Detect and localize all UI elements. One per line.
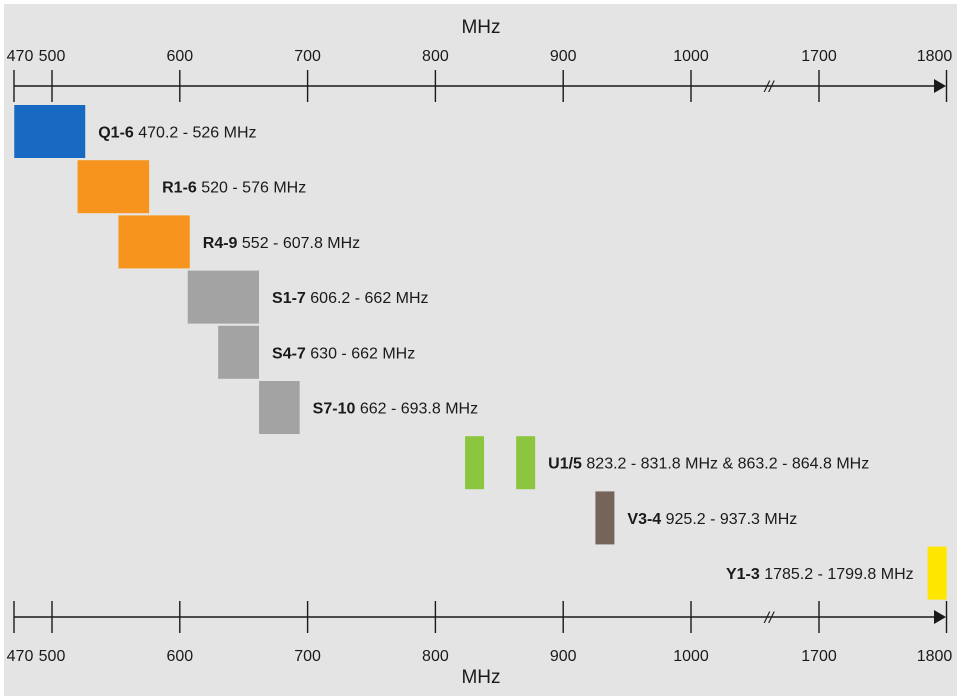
band-bar-u1-5-2 <box>516 436 536 490</box>
top-tick-label-700: 700 <box>294 48 321 65</box>
band-label-s1-7: S1-7 606.2 - 662 MHz <box>272 290 429 307</box>
band-label-u1-5: U1/5 823.2 - 831.8 MHz & 863.2 - 864.8 M… <box>548 456 869 473</box>
band-r1-6: R1-6 520 - 576 MHz <box>77 160 306 214</box>
band-bar-q1-6-1 <box>14 105 86 158</box>
band-bar-s4-7-1 <box>218 325 260 379</box>
bottom-tick-label-600: 600 <box>166 648 193 665</box>
bottom-axis-break: // <box>764 610 775 627</box>
top-tick-label-1000: 1000 <box>673 48 709 65</box>
top-tick-label-800: 800 <box>422 48 449 65</box>
band-name-y1-3: Y1-3 <box>726 566 760 583</box>
band-label-q1-6: Q1-6 470.2 - 526 MHz <box>98 125 256 142</box>
bottom-tick-label-1700: 1700 <box>801 648 837 665</box>
band-s1-7: S1-7 606.2 - 662 MHz <box>187 270 429 324</box>
bottom-tick-label-1800: 1800 <box>917 648 953 665</box>
band-label-y1-3: Y1-3 1785.2 - 1799.8 MHz <box>726 566 914 583</box>
bands: Q1-6 470.2 - 526 MHz R1-6 520 - 576 MHz R4… <box>14 105 947 600</box>
band-u1-5: U1/5 823.2 - 831.8 MHz & 863.2 - 864.8 M… <box>465 436 869 490</box>
band-label-r1-6: R1-6 520 - 576 MHz <box>162 180 306 197</box>
band-v3-4: V3-4 925.2 - 937.3 MHz <box>595 491 797 545</box>
band-name-s4-7: S4-7 <box>272 345 306 362</box>
bottom-axis-unit: MHz <box>461 667 500 688</box>
band-range-s1-7: 606.2 - 662 MHz <box>306 290 429 307</box>
bottom-tick-label-800: 800 <box>422 648 449 665</box>
band-q1-6: Q1-6 470.2 - 526 MHz <box>14 105 257 158</box>
band-name-s1-7: S1-7 <box>272 290 306 307</box>
band-name-s7-10: S7-10 <box>313 401 356 418</box>
band-range-s7-10: 662 - 693.8 MHz <box>355 401 478 418</box>
top-axis-break: // <box>764 79 775 96</box>
band-s7-10: S7-10 662 - 693.8 MHz <box>259 381 478 434</box>
bottom-tick-label-1000: 1000 <box>673 648 709 665</box>
top-axis: 470 500 600 700 800 900 1000 1700 1800 // MHz <box>7 17 953 102</box>
band-bar-s7-10-1 <box>259 381 300 434</box>
band-range-r4-9: 552 - 607.8 MHz <box>237 235 360 252</box>
top-tick-label-1700: 1700 <box>801 48 837 65</box>
top-tick-label-900: 900 <box>550 48 577 65</box>
band-range-u1-5: 823.2 - 831.8 MHz & 863.2 - 864.8 MHz <box>582 456 869 473</box>
band-range-y1-3: 1785.2 - 1799.8 MHz <box>760 566 914 583</box>
band-label-s7-10: S7-10 662 - 693.8 MHz <box>313 401 478 418</box>
band-bar-u1-5-1 <box>465 436 485 490</box>
band-range-q1-6: 470.2 - 526 MHz <box>134 125 257 142</box>
top-tick-label-600: 600 <box>166 48 193 65</box>
bottom-tick-label-900: 900 <box>550 648 577 665</box>
band-bar-v3-4-1 <box>595 491 615 545</box>
band-label-r4-9: R4-9 552 - 607.8 MHz <box>203 235 360 252</box>
top-tick-label-1800: 1800 <box>917 48 953 65</box>
top-axis-arrow <box>934 79 946 93</box>
chart-background <box>4 4 957 696</box>
band-label-v3-4: V3-4 925.2 - 937.3 MHz <box>627 511 797 528</box>
band-name-r1-6: R1-6 <box>162 180 197 197</box>
band-name-r4-9: R4-9 <box>203 235 238 252</box>
band-label-s4-7: S4-7 630 - 662 MHz <box>272 345 415 362</box>
band-bar-r1-6-1 <box>77 160 150 214</box>
band-name-u1-5: U1/5 <box>548 456 582 473</box>
top-tick-label-470: 470 <box>7 48 34 65</box>
bottom-tick-label-470: 470 <box>7 648 34 665</box>
band-bar-r4-9-1 <box>118 215 190 269</box>
bottom-tick-label-500: 500 <box>39 648 66 665</box>
band-range-v3-4: 925.2 - 937.3 MHz <box>661 511 797 528</box>
band-name-v3-4: V3-4 <box>627 511 661 528</box>
top-tick-label-500: 500 <box>39 48 66 65</box>
band-range-r1-6: 520 - 576 MHz <box>197 180 306 197</box>
band-bar-s1-7-1 <box>187 270 260 324</box>
bottom-tick-label-700: 700 <box>294 648 321 665</box>
bottom-axis-arrow <box>934 610 946 624</box>
band-name-q1-6: Q1-6 <box>98 125 134 142</box>
top-axis-unit: MHz <box>461 17 500 38</box>
band-s4-7: S4-7 630 - 662 MHz <box>218 325 415 379</box>
band-bar-y1-3-1 <box>927 546 947 600</box>
band-y1-3: Y1-3 1785.2 - 1799.8 MHz <box>726 546 947 600</box>
bottom-axis: 470 500 600 700 800 900 1000 1700 1800 // MHz <box>7 601 953 688</box>
band-r4-9: R4-9 552 - 607.8 MHz <box>118 215 360 269</box>
band-range-s4-7: 630 - 662 MHz <box>306 345 415 362</box>
